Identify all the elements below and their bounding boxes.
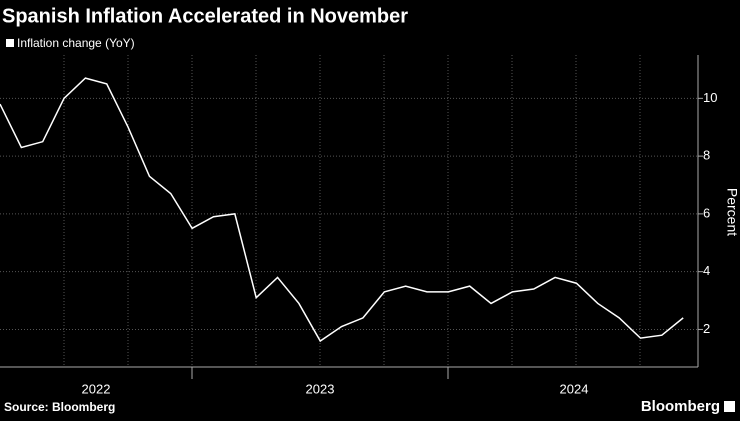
y-tick-label: 4 [703,263,710,278]
y-tick-label: 2 [703,321,710,336]
y-tick-label: 6 [703,205,710,220]
x-tick-label: 2022 [82,381,111,396]
legend-label: Inflation change (YoY) [17,36,135,50]
x-tick-label: 2023 [306,381,335,396]
source: Source: Bloomberg [4,400,115,414]
y-tick-label: 10 [703,90,717,105]
line [0,77,684,343]
y-tick-label: 8 [703,148,710,163]
y-axis-label: Percent [724,188,740,236]
chart-title: Spanish Inflation Accelerated in Novembe… [2,5,408,27]
legend-swatch [6,39,14,47]
brand-icon [724,401,735,412]
brand: Bloomberg [641,398,720,415]
x-tick-label: 2024 [560,381,589,396]
